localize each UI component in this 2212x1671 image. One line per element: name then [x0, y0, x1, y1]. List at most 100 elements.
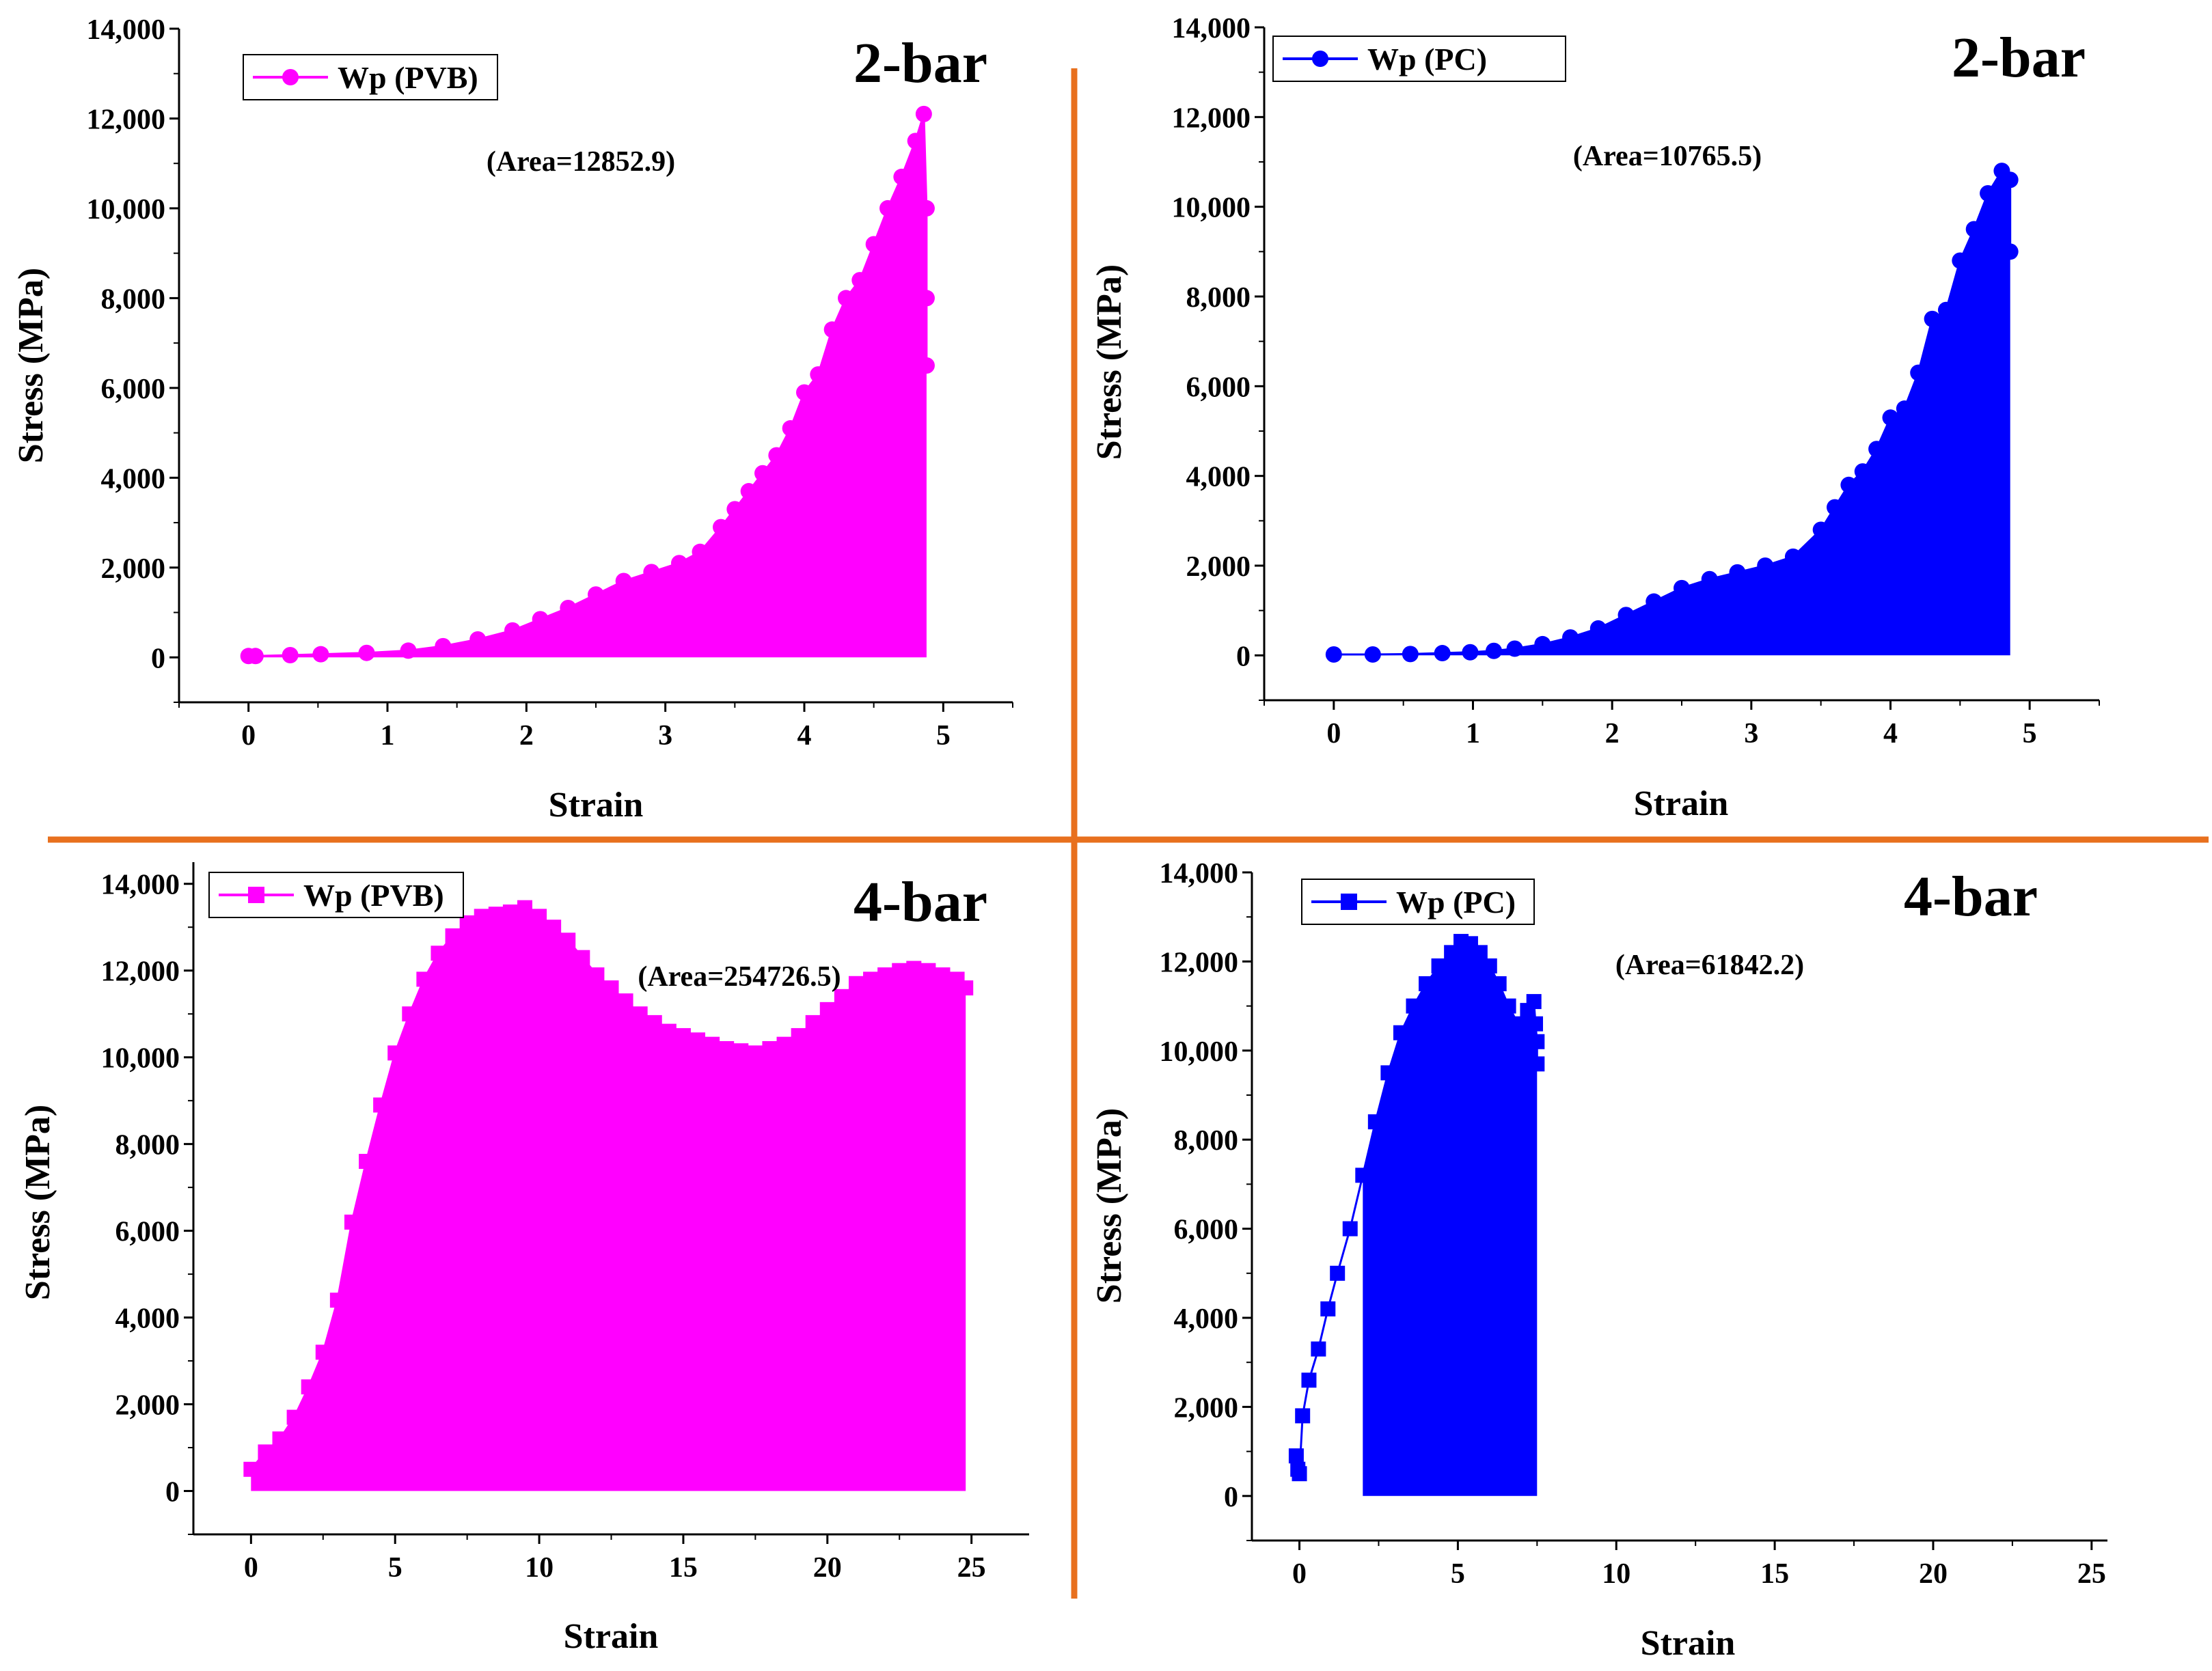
y-tick-label: 8,000: [101, 284, 166, 315]
data-point: [575, 950, 590, 965]
data-point: [1419, 976, 1434, 991]
panel-title: 2-bar: [854, 31, 987, 95]
plot-area: [1325, 163, 2019, 663]
y-tick-label: 10,000: [1160, 1036, 1239, 1068]
data-point: [1840, 476, 1857, 493]
data-point: [661, 1023, 677, 1039]
data-point: [1952, 252, 1969, 269]
y-tick-label: 2,000: [1174, 1392, 1239, 1424]
y-axis-title: Stress (MPa): [1090, 264, 1129, 460]
data-point: [646, 1014, 662, 1030]
y-tick-label: 14,000: [1160, 858, 1239, 889]
data-point: [1486, 642, 1503, 659]
legend: Wp (PVB): [243, 54, 498, 100]
data-point: [344, 1214, 359, 1230]
data-point: [416, 971, 432, 987]
data-point: [1311, 1341, 1326, 1357]
y-tick-label: 0: [1236, 641, 1251, 672]
data-point: [618, 993, 633, 1009]
data-point: [1431, 958, 1447, 973]
data-point: [1701, 570, 1718, 588]
x-tick-label: 10: [525, 1552, 554, 1584]
y-tick-label: 6,000: [101, 374, 166, 405]
data-point: [1529, 1034, 1545, 1049]
data-point: [671, 555, 687, 572]
legend: Wp (PC): [1301, 879, 1535, 925]
axes: 0 2,000 4,000 6,000 8,000 10,000 12,000 14,000 0…: [87, 14, 1013, 751]
data-point: [1501, 998, 1516, 1014]
data-point: [877, 967, 893, 983]
data-point: [1295, 1408, 1311, 1424]
panel-title: 2-bar: [1952, 26, 2086, 89]
data-point: [713, 519, 729, 536]
data-point: [1534, 635, 1551, 652]
data-point: [1491, 976, 1507, 991]
data-point: [918, 199, 935, 217]
x-tick-label: 20: [813, 1552, 842, 1584]
data-point: [1924, 310, 1941, 327]
x-tick-label: 25: [2077, 1558, 2106, 1590]
y-tick-label: 0: [165, 1477, 180, 1508]
data-point: [632, 1006, 648, 1022]
data-point: [1380, 1065, 1396, 1081]
y-tick-label: 6,000: [1186, 372, 1251, 403]
data-point: [615, 572, 632, 590]
axes: 0 2,000 4,000 6,000 8,000 10,000 12,000 14,000 0…: [1172, 13, 2100, 749]
data-point: [1472, 945, 1488, 961]
y-tick-label: 4,000: [115, 1303, 180, 1335]
legend-marker: [282, 69, 299, 85]
legend: Wp (PC): [1272, 36, 1566, 82]
area-fill: [251, 907, 966, 1491]
data-point: [400, 642, 417, 659]
data-point: [459, 915, 475, 930]
data-point: [1355, 1168, 1371, 1183]
legend-marker-symbol: [1341, 894, 1357, 910]
data-point: [2002, 171, 2019, 189]
data-point: [733, 1043, 749, 1059]
data-point: [1965, 221, 1982, 238]
x-tick-label: 15: [1760, 1558, 1789, 1590]
data-point: [1526, 994, 1542, 1010]
data-point: [1320, 1301, 1336, 1316]
data-point: [1288, 1448, 1304, 1464]
panel-title: 4-bar: [854, 870, 987, 934]
data-point: [1528, 1016, 1544, 1032]
data-point: [726, 501, 743, 518]
data-point: [892, 963, 907, 978]
plot-area: [1288, 934, 1545, 1496]
y-tick-label: 14,000: [101, 870, 180, 901]
data-point: [1562, 629, 1579, 646]
x-tick-label: 25: [957, 1552, 986, 1584]
x-tick-label: 0: [241, 720, 256, 751]
legend-marker: [1312, 51, 1328, 67]
data-point: [692, 543, 709, 560]
data-point: [1462, 644, 1479, 661]
area-annotation: (Area=12852.9): [487, 146, 675, 178]
data-point: [740, 483, 757, 500]
legend-marker: [1341, 894, 1357, 910]
data-point: [776, 1036, 792, 1052]
legend-marker: [248, 887, 264, 903]
legend-marker-symbol: [282, 69, 299, 85]
panel-bottom-right: 0 2,000 4,000 6,000 8,000 10,000 12,000 14,000 0…: [1090, 858, 2107, 1663]
x-axis-title: Strain: [549, 786, 644, 825]
axes: 0 2,000 4,000 6,000 8,000 10,000 12,000 14,000 0…: [1160, 858, 2107, 1590]
data-point: [920, 963, 936, 978]
x-tick-label: 0: [1292, 1558, 1307, 1590]
data-point: [387, 1045, 403, 1061]
y-tick-label: 12,000: [101, 956, 180, 988]
x-tick-label: 0: [1326, 718, 1341, 749]
data-point: [863, 971, 879, 987]
data-point: [865, 236, 882, 253]
data-point: [879, 199, 896, 217]
x-tick-label: 5: [936, 720, 951, 751]
data-point: [1510, 1016, 1526, 1032]
y-tick-label: 8,000: [1174, 1125, 1239, 1157]
y-tick-label: 12,000: [1172, 102, 1251, 134]
data-point: [315, 1344, 331, 1360]
legend-marker-symbol: [248, 887, 264, 903]
data-point: [918, 357, 935, 374]
data-point: [958, 980, 974, 996]
axes: 0 2,000 4,000 6,000 8,000 10,000 12,000 14,000 0…: [101, 862, 1029, 1584]
x-tick-label: 4: [797, 720, 812, 751]
